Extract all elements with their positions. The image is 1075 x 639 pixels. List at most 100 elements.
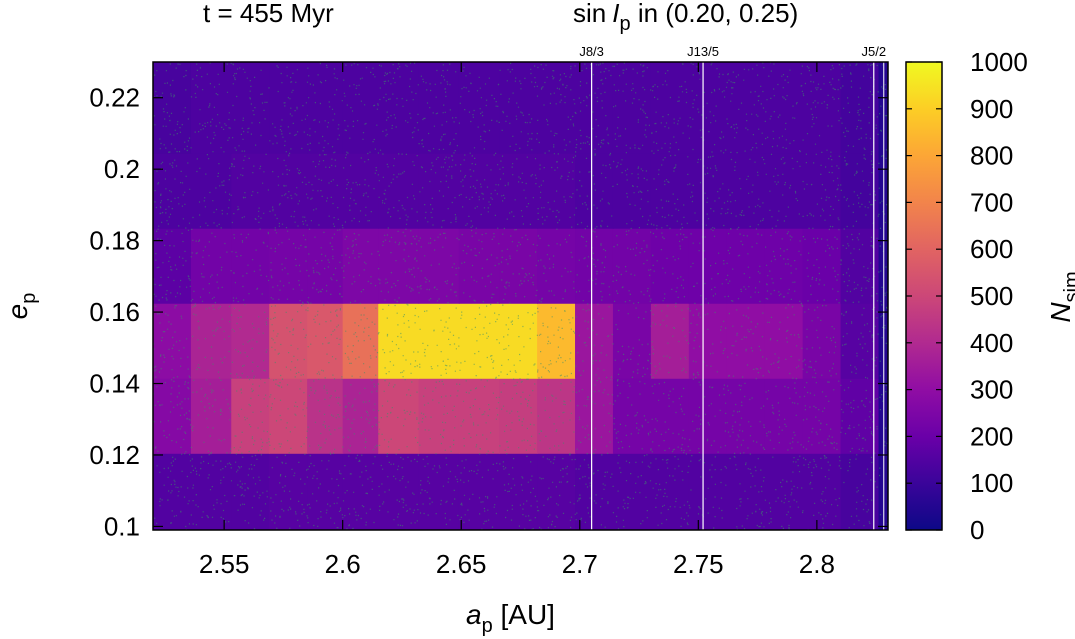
heatmap-cell <box>575 303 614 379</box>
heatmap-cell <box>153 153 192 229</box>
y-tick-label: 0.16 <box>89 297 140 327</box>
heatmap-cell <box>537 62 576 154</box>
x-tick-label: 2.75 <box>673 549 724 579</box>
heatmap-cell <box>378 228 420 304</box>
heatmap-cell <box>342 378 379 454</box>
x-tick-label: 2.8 <box>799 549 835 579</box>
heatmap-cell <box>878 62 888 530</box>
heatmap-cell <box>650 453 690 530</box>
heatmap-cell <box>342 153 379 229</box>
heatmap-cell <box>764 228 804 304</box>
heatmap-cell <box>269 453 308 530</box>
y-axis-label: ep <box>2 293 40 320</box>
heatmap-cell <box>231 453 270 530</box>
heatmap-cell <box>307 228 344 304</box>
x-axis-label: ap [AU] <box>466 599 555 637</box>
colorbar-tick-label: 300 <box>970 375 1013 405</box>
heatmap-cell <box>537 453 576 530</box>
heatmap-cell <box>764 62 804 154</box>
heatmap-cell <box>190 378 232 454</box>
y-tick-label: 0.12 <box>89 440 140 470</box>
heatmap-cell <box>840 62 880 154</box>
heatmap-cell <box>458 153 500 229</box>
heatmap-cell <box>190 228 232 304</box>
heatmap-cell <box>726 228 766 304</box>
heatmap-cell <box>190 153 232 229</box>
heatmap-cell <box>307 378 344 454</box>
colorbar-tick-label: 200 <box>970 421 1013 451</box>
heatmap-cell <box>764 378 804 454</box>
heatmap-cell <box>378 378 420 454</box>
heatmap-cell <box>231 303 270 379</box>
heatmap-cell <box>840 153 880 229</box>
heatmap-cell <box>418 453 460 530</box>
y-tick-label: 0.18 <box>89 226 140 256</box>
heatmap-cell <box>458 228 500 304</box>
heatmap-cell <box>726 303 766 379</box>
heatmap-cell <box>764 453 804 530</box>
colorbar-tick-label: 500 <box>970 281 1013 311</box>
heatmap-cell <box>342 62 379 154</box>
x-tick-label: 2.55 <box>199 549 250 579</box>
heatmap-cell <box>153 228 192 304</box>
heatmap-cell <box>575 153 614 229</box>
heatmap-cell <box>458 453 500 530</box>
heatmap-cell <box>575 378 614 454</box>
heatmap-cell <box>190 453 232 530</box>
heatmap-cell <box>726 153 766 229</box>
heatmap-cell <box>688 453 728 530</box>
heatmap-cell <box>537 228 576 304</box>
heatmap-cell <box>458 62 500 154</box>
title-inclination-range: sin Ip in (0.20, 0.25) <box>573 0 798 35</box>
x-tick-label: 2.65 <box>436 549 487 579</box>
heatmap-cell <box>190 62 232 154</box>
heatmap-cell <box>378 303 420 379</box>
heatmap-cell <box>342 303 379 379</box>
heatmap-cell <box>612 453 652 530</box>
heatmap-cell <box>499 153 538 229</box>
heatmap-cell <box>231 62 270 154</box>
colorbar-tick-label: 400 <box>970 328 1013 358</box>
heatmap-cell <box>650 378 690 454</box>
resonance-label: J13/5 <box>687 44 719 59</box>
heatmap-cell <box>307 453 344 530</box>
heatmap-cell <box>688 62 728 154</box>
y-tick-label: 0.2 <box>104 154 140 184</box>
x-tick-label: 2.7 <box>562 549 598 579</box>
colorbar-tick-label: 700 <box>970 187 1013 217</box>
heatmap-cell <box>269 153 308 229</box>
colorbar-tick-label: 900 <box>970 94 1013 124</box>
heatmap-cell <box>575 228 614 304</box>
y-tick-label: 0.1 <box>104 511 140 541</box>
colorbar-tick-label: 800 <box>970 141 1013 171</box>
heatmap-cell <box>612 303 652 379</box>
heatmap-cell <box>378 153 420 229</box>
heatmap-cell <box>458 378 500 454</box>
heatmap-cell <box>764 303 804 379</box>
heatmap-cell <box>231 153 270 229</box>
colorbar-tick-label: 1000 <box>970 47 1028 77</box>
heatmap-cell <box>802 228 842 304</box>
heatmap-cell <box>764 153 804 229</box>
heatmap-cell <box>269 303 308 379</box>
heatmap-cell <box>612 228 652 304</box>
heatmap-cell <box>726 62 766 154</box>
heatmap-cell <box>688 378 728 454</box>
heatmap-cell <box>307 62 344 154</box>
heatmap-cell <box>650 228 690 304</box>
heatmap-cell <box>537 303 576 379</box>
heatmap-cell <box>499 62 538 154</box>
x-tick-label: 2.6 <box>325 549 361 579</box>
heatmap-cell <box>726 378 766 454</box>
colorbar: 0 100 200 300 400 500 600 700 800 900 1000 <box>905 47 1028 545</box>
heatmap-cell <box>342 453 379 530</box>
colorbar-tick-label: 0 <box>970 515 984 545</box>
heatmap-cell <box>153 303 192 379</box>
heatmap-cell <box>499 453 538 530</box>
heatmap-cell <box>802 153 842 229</box>
heatmap-cell <box>537 378 576 454</box>
heatmap-cell <box>418 378 460 454</box>
heatmap-cell <box>650 303 690 379</box>
heatmap-cell <box>612 62 652 154</box>
